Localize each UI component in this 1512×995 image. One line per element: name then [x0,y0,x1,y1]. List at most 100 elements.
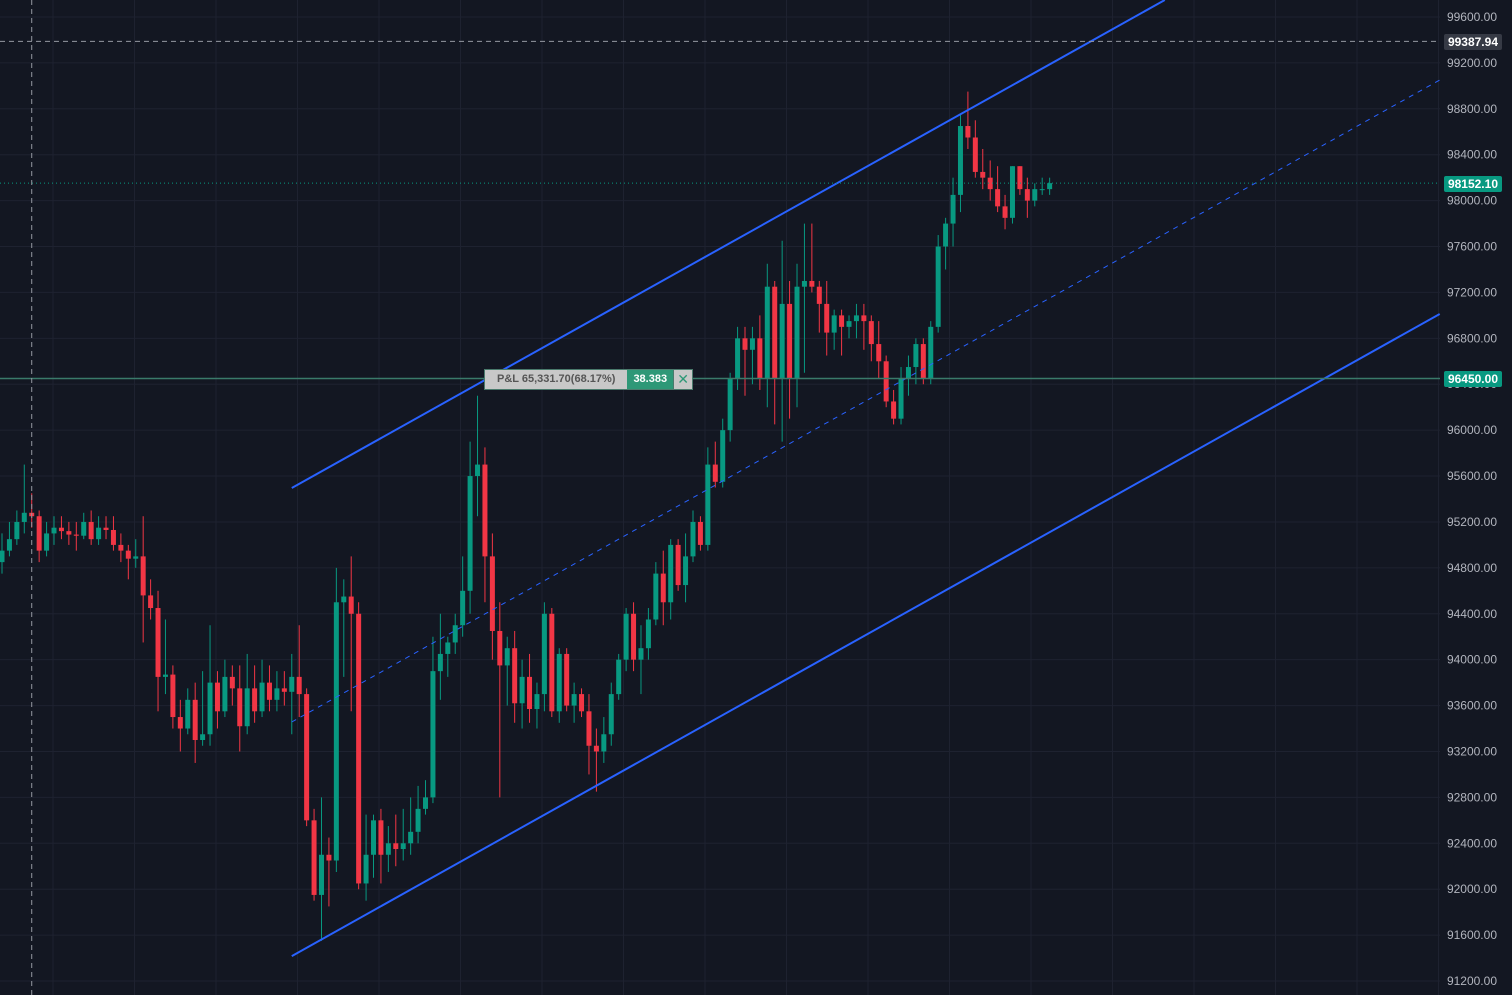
candle-body [905,367,911,379]
candle-body [683,556,689,586]
y-tick-label: 99600.00 [1447,10,1497,24]
candle-body [631,613,637,660]
candle-body [177,717,183,729]
candle-body [148,595,154,609]
candle-body [898,378,904,419]
candle-body [579,694,585,712]
candle-body [281,688,287,692]
candle-body [400,843,406,850]
candle-body [393,843,399,850]
candle-body [645,619,651,649]
candle-body [304,694,310,821]
candle-body [237,688,243,727]
candle-body [140,556,146,596]
drawings[interactable] [0,0,1441,995]
candle-body [356,613,362,884]
candle-body [853,315,859,322]
candle-body [51,527,57,534]
candle-body [593,745,599,752]
candle-body [214,682,220,712]
candle-body [735,338,741,379]
candle-body [96,527,102,540]
position-price-tag: 96450.00 [1443,371,1502,387]
candle-body [14,521,20,540]
candle-body [943,223,949,247]
candle-body [445,642,451,654]
position-quantity: 38.383 [627,370,674,389]
candle-body [125,550,131,559]
candle-body [995,189,1001,207]
candle-body [363,854,369,884]
candle-body [534,694,540,710]
channel-middle-line [291,79,1440,723]
candle-body [475,464,481,477]
candle-body [935,246,941,327]
candle-body [229,676,235,689]
candle-body [957,126,963,195]
candle-body [289,676,295,692]
y-tick-label: 95200.00 [1447,515,1497,529]
pnl-text: P&L 65,331.70(68.17%) [485,370,628,389]
candle-body [668,544,674,603]
candle-body [712,464,718,482]
y-tick-label: 91600.00 [1447,928,1497,942]
candle-body [742,338,748,350]
price-axis[interactable]: 99600.00 99200.00 98800.00 98400.00 98000.00… [1447,10,1497,988]
candle-body [831,315,837,333]
candle-body [876,344,882,362]
candle-body [883,361,889,402]
candle-body [824,303,830,333]
candle-body [6,539,12,551]
candle-body [638,648,644,660]
candle-body [452,625,458,643]
candle-body [861,315,867,322]
candle-body [512,648,518,704]
candle-body [972,137,978,172]
candle-body [1002,206,1008,218]
candle-body [779,303,785,379]
candle-body [222,676,228,712]
candle-body [772,286,778,379]
candle-body [727,378,733,431]
y-tick-label: 92800.00 [1447,790,1497,804]
candle-body [460,590,466,626]
candle-body [88,521,94,540]
candle-body [170,674,176,718]
close-position-icon[interactable]: ✕ [673,370,693,389]
candle-body [549,613,555,712]
candle-body [341,596,347,603]
candle-body [244,688,250,727]
candle-body [1024,189,1030,201]
candle-body [1032,189,1038,201]
candle-body [266,682,272,700]
y-tick-label: 98800.00 [1447,102,1497,116]
candle-body [110,529,116,545]
candle-body [200,734,206,740]
candle-body [705,464,711,545]
position-label[interactable]: P&L 65,331.70(68.17%) 38.383 ✕ [484,369,694,390]
candle-body [816,286,822,304]
candle-body [1009,166,1015,218]
grid [0,0,1440,995]
candle-body [36,516,42,551]
candle-body [430,671,436,798]
y-tick-label: 96000.00 [1447,423,1497,437]
candle-body [0,550,5,563]
candle-body [482,464,488,557]
y-tick-label: 93600.00 [1447,699,1497,713]
candle-body [697,521,703,545]
candle-body [66,531,72,535]
y-tick-label: 93200.00 [1447,744,1497,758]
y-tick-label: 92000.00 [1447,882,1497,896]
channel-lower-line [291,313,1441,957]
candle-body [81,521,87,536]
candle-body [623,613,629,660]
candle-body [133,556,139,559]
candle-body [385,843,391,855]
candle-body [311,820,317,895]
crosshair-price-tag: 99387.94 [1443,34,1502,50]
candle-body [920,344,926,379]
candle-body [58,527,64,532]
candle-body [252,688,258,712]
